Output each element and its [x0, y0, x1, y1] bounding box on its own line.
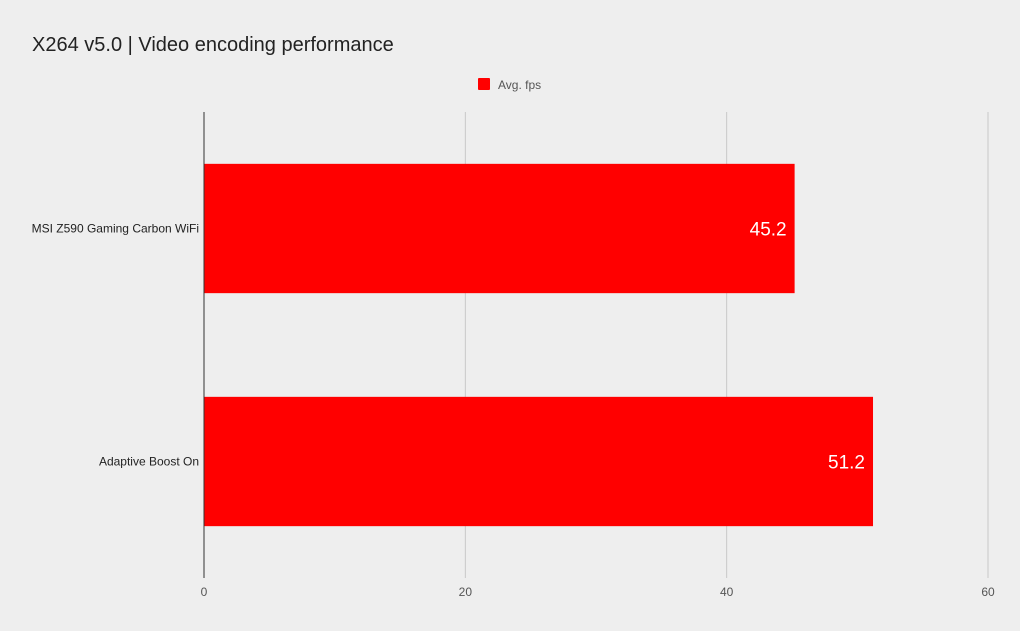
- legend-swatch: [478, 78, 490, 90]
- x-tick-label-60: 60: [981, 585, 995, 599]
- data-label-0: 45.2: [750, 220, 787, 241]
- x-tick-label-40: 40: [720, 585, 734, 599]
- x-tick-label-0: 0: [201, 585, 208, 599]
- category-label-0: MSI Z590 Gaming Carbon WiFi: [32, 222, 199, 236]
- labels: 0 20 40 60 45.2 MSI Z590 Gaming Carbon WiFi 51…: [32, 220, 995, 600]
- bar-1: [204, 396, 874, 527]
- bars: [204, 163, 874, 527]
- category-label-1: Adaptive Boost On: [99, 455, 199, 469]
- data-label-1: 51.2: [828, 453, 865, 474]
- legend-entry-avg-fps: Avg. fps: [498, 78, 541, 92]
- chart-title: X264 v5.0 | Video encoding performance: [32, 34, 394, 56]
- bar-0: [204, 163, 795, 294]
- legend: Avg. fps: [478, 78, 541, 92]
- x-tick-label-20: 20: [459, 585, 473, 599]
